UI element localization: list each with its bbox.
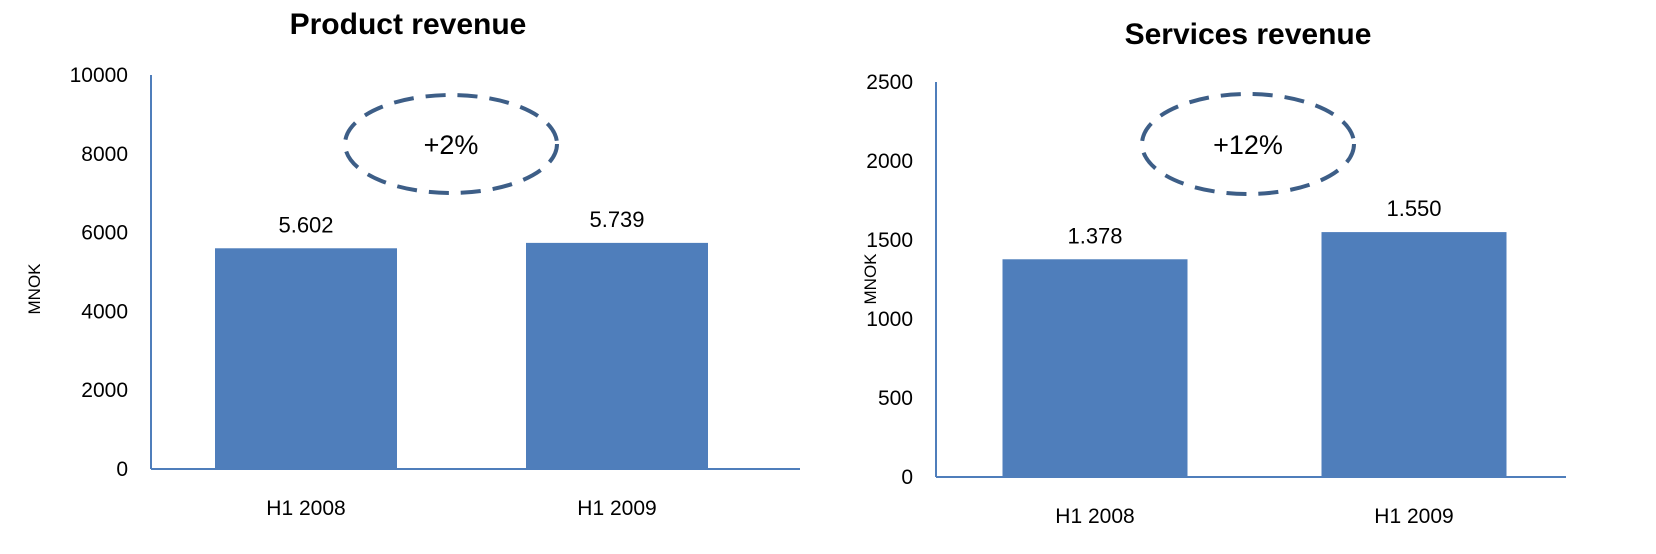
y-tick-label: 8000 [81,143,128,166]
value-labels: 1.378 1.550 [1067,196,1441,248]
services-revenue-chart: Services revenue MNOK 0 500 1000 1500 2000 25… [861,18,1566,528]
y-tick-label: 1000 [866,308,913,331]
data-label: 5.602 [278,212,333,237]
x-tick-label: H1 2009 [577,497,656,520]
y-tick-label: 0 [901,466,913,489]
bar [526,242,708,469]
product-revenue-chart: Product revenue MNOK 0 2000 4000 6000 8000 10… [25,8,800,520]
y-tick-label: 2500 [866,71,913,94]
category-labels: H1 2008 H1 2009 [266,497,656,520]
chart-title: Product revenue [290,8,527,41]
x-tick-label: H1 2008 [1055,505,1134,528]
data-label: 1.378 [1067,223,1122,248]
growth-annotation-ellipse [1140,92,1356,196]
y-tick-label: 10000 [70,64,128,87]
bar [1002,259,1188,477]
y-tick-label: 6000 [81,222,128,245]
y-axis-label: MNOK [25,263,44,315]
data-label: 5.739 [589,207,644,232]
data-label: 1.550 [1386,196,1441,221]
x-tick-label: H1 2008 [266,497,345,520]
y-axis-label: MNOK [861,253,880,305]
bars [1002,232,1507,477]
chart-title: Services revenue [1125,18,1372,51]
y-tick-label: 500 [878,387,913,410]
bars [215,242,708,469]
bar [1321,232,1507,477]
y-tick-label: 2000 [81,379,128,402]
y-tick-label: 1500 [866,229,913,252]
y-tick-labels: 0 500 1000 1500 2000 2500 [866,71,913,489]
y-tick-label: 4000 [81,300,128,323]
y-tick-label: 0 [116,458,128,481]
growth-annotation-label: +2% [424,130,479,160]
y-tick-labels: 0 2000 4000 6000 8000 10000 [70,64,128,481]
value-labels: 5.602 5.739 [278,207,644,237]
x-tick-label: H1 2009 [1374,505,1453,528]
growth-annotation-label: +12% [1213,130,1283,160]
bar [215,248,397,469]
category-labels: H1 2008 H1 2009 [1055,505,1453,528]
y-tick-label: 2000 [866,150,913,173]
growth-annotation-ellipse [343,93,559,195]
